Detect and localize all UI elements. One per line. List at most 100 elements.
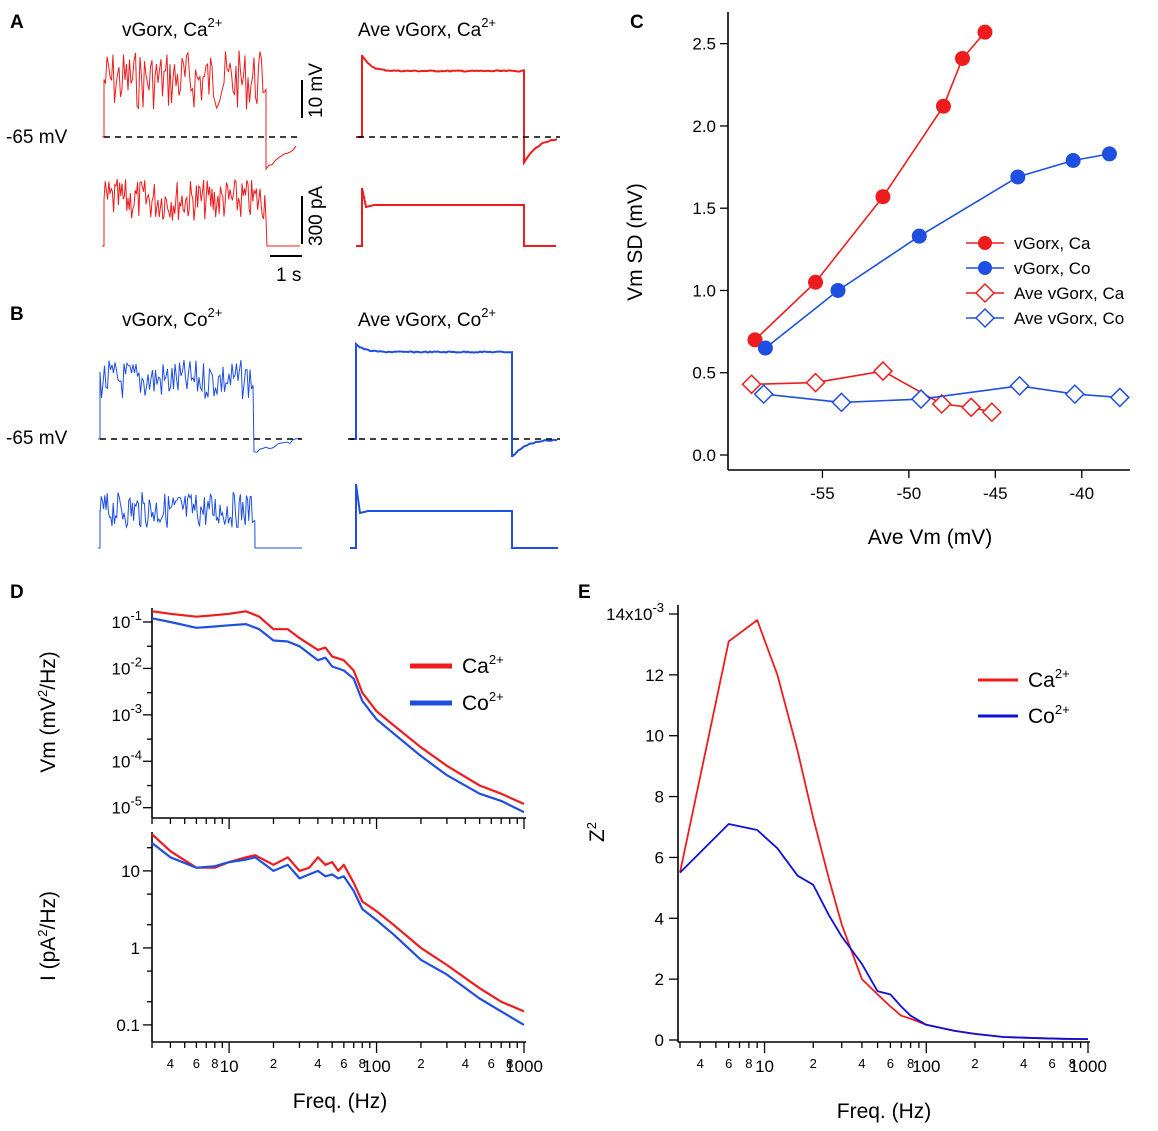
c-point <box>977 24 993 40</box>
d-legend-label-co: Co2+ <box>462 689 504 715</box>
c-point <box>753 384 774 405</box>
d-legend: Ca2+ Co2+ <box>410 652 504 715</box>
panel-d-chart: Vm (mV2/Hz) 10-5 10-4 10-3 10-2 10-1 I (pA2/… <box>35 608 543 1113</box>
c-y-tick-label: 0.5 <box>692 364 716 383</box>
d-bottom-x-minor-label: 2 <box>270 1056 277 1071</box>
e-x-minor-label: 6 <box>725 1056 732 1071</box>
b-left-title: vGorx, Co2+ <box>122 305 222 331</box>
e-x-tick-label: 10 <box>755 1057 774 1076</box>
c-series-line-2 <box>751 370 993 413</box>
d-bottom-x-tick-label: 10 <box>220 1057 239 1076</box>
d-top-y-tick-label: 10-2 <box>112 654 142 678</box>
d-top-y-axis-label: Vm (mV2/Hz) <box>35 651 60 773</box>
panel-b: vGorx, Co2+ Ave vGorx, Co2+ -65 mV <box>6 305 560 549</box>
c-point <box>911 228 927 244</box>
d-bottom-y-tick-label: 0.1 <box>116 1016 140 1035</box>
b-vm-trace-average <box>350 341 558 458</box>
panel-letter-e: E <box>578 582 591 603</box>
a-vm-trace-average <box>356 54 558 166</box>
e-line-ca <box>679 619 1089 1040</box>
a-right-title: Ave vGorx, Ca2+ <box>358 15 496 41</box>
d-bottom-x-minor-label: 4 <box>167 1056 174 1071</box>
d-bottom-x-minor-label: 8 <box>211 1056 218 1071</box>
panel-letter-b: B <box>10 304 24 325</box>
e-x-minor-label: 2 <box>971 1056 978 1071</box>
c-legend-label-3: Ave vGorx, Co <box>1014 309 1124 328</box>
e-x-tick-label: 100 <box>912 1057 940 1076</box>
c-point <box>875 189 891 205</box>
d-bottom-x-minor-label: 2 <box>417 1056 424 1071</box>
c-point <box>954 50 970 66</box>
c-point <box>931 393 952 415</box>
scale-bar-time-label: 1 s <box>276 265 301 286</box>
panel-letter-c: C <box>630 12 644 33</box>
d-top-line-co <box>151 617 525 814</box>
c-x-tick-label: -40 <box>1069 484 1094 503</box>
c-legend-marker-0 <box>978 236 992 250</box>
d-bottom-line-ca <box>151 833 525 1013</box>
e-legend-label-co: Co2+ <box>1028 702 1070 728</box>
c-point <box>757 340 773 356</box>
e-line-co <box>679 823 1089 1040</box>
c-legend-label-2: Ave vGorx, Ca <box>1014 284 1125 303</box>
d-bottom-x-minor-label: 8 <box>506 1056 513 1071</box>
c-point <box>1064 384 1085 405</box>
d-bottom-x-minor-label: 4 <box>314 1056 321 1071</box>
e-y-tick-label: 8 <box>655 788 664 807</box>
e-x-minor-label: 4 <box>697 1056 704 1071</box>
e-x-minor-label: 6 <box>887 1056 894 1071</box>
d-bottom-x-tick-label: 100 <box>362 1057 390 1076</box>
c-y-tick-label: 2.5 <box>692 35 716 54</box>
e-x-minor-label: 4 <box>1020 1056 1027 1071</box>
e-x-minor-label: 8 <box>745 1056 752 1071</box>
c-legend-label-1: vGorx, Co <box>1014 259 1091 278</box>
c-y-tick-label: 1.0 <box>692 281 716 300</box>
panel-c-chart: Ave Vm (mV) Vm SD (mV) -55 -50 -45 -40 0.0 0.… <box>624 12 1130 549</box>
c-legend: vGorx, Ca vGorx, Co Ave vGorx, Ca Ave vG… <box>966 234 1125 329</box>
e-x-minor-label: 8 <box>907 1056 914 1071</box>
e-y-tick-label: 12 <box>645 666 664 685</box>
d-top-y-tick-label: 10-1 <box>112 608 142 632</box>
d-top-line-ca <box>151 610 525 806</box>
c-point <box>747 332 763 348</box>
a-current-trace-single <box>102 178 300 247</box>
c-point <box>872 361 894 382</box>
c-point <box>961 397 982 418</box>
c-point <box>805 372 826 393</box>
c-point <box>831 392 852 413</box>
d-bottom-x-tick-label: 1000 <box>505 1057 543 1076</box>
e-y-tick-label: 14x10-3 <box>606 600 664 624</box>
e-x-minor-label: 8 <box>1069 1056 1076 1071</box>
a-rest-label: -65 mV <box>6 127 68 148</box>
panel-letter-a: A <box>10 12 24 33</box>
d-top-y-tick-label: 10-3 <box>112 701 142 725</box>
c-point <box>808 274 824 290</box>
c-point <box>981 402 1002 423</box>
d-bottom-x-minor-label: 6 <box>340 1056 347 1071</box>
d-x-axis-label: Freq. (Hz) <box>293 1090 388 1113</box>
d-bottom-x-minor-label: 8 <box>359 1056 366 1071</box>
d-top-y-tick-label: 10-4 <box>112 747 142 771</box>
e-legend: Ca2+ Co2+ <box>978 666 1070 728</box>
c-point <box>1009 375 1030 396</box>
e-x-axis-label: Freq. (Hz) <box>837 1100 932 1123</box>
c-point <box>1065 152 1081 168</box>
d-bottom-line-co <box>151 842 525 1026</box>
b-right-title: Ave vGorx, Co2+ <box>358 305 496 331</box>
b-current-trace-average <box>350 483 558 549</box>
e-x-tick-label: 1000 <box>1069 1057 1107 1076</box>
d-bottom-x-minor-label: 6 <box>488 1056 495 1071</box>
e-y-tick-label: 4 <box>655 909 664 928</box>
e-x-minor-label: 6 <box>1049 1056 1056 1071</box>
e-x-minor-label: 4 <box>858 1056 865 1071</box>
a-left-title: vGorx, Ca2+ <box>122 15 222 41</box>
c-y-axis-label: Vm SD (mV) <box>624 183 647 301</box>
c-y-tick-label: 2.0 <box>692 117 716 136</box>
c-series-line-0 <box>754 31 986 341</box>
panel-letter-d: D <box>10 582 24 603</box>
e-y-tick-label: 6 <box>655 848 664 867</box>
e-legend-label-ca: Ca2+ <box>1028 666 1070 692</box>
d-bottom-y-axis-label: I (pA2/Hz) <box>35 891 60 981</box>
e-y-axis-label: Z2 <box>584 822 609 842</box>
